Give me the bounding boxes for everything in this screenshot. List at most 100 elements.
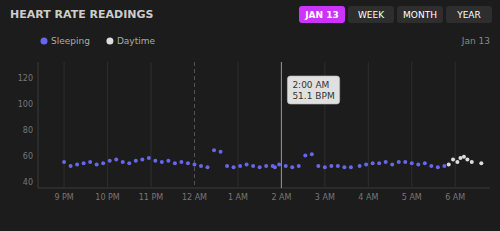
x-tick-label: 1 AM bbox=[228, 193, 248, 202]
grid-line bbox=[411, 62, 412, 188]
background bbox=[0, 0, 500, 231]
point bbox=[147, 156, 151, 160]
tab-label[interactable]: JAN 13 bbox=[304, 10, 339, 20]
point bbox=[62, 160, 66, 164]
point bbox=[465, 157, 469, 161]
legend-label: Sleeping bbox=[51, 36, 90, 46]
point bbox=[458, 156, 462, 160]
point bbox=[75, 163, 79, 167]
tab-label[interactable]: YEAR bbox=[456, 10, 481, 20]
crosshair-line bbox=[281, 62, 282, 188]
point bbox=[297, 164, 301, 168]
point bbox=[329, 164, 333, 168]
x-tick-label: 3 AM bbox=[315, 193, 335, 202]
point bbox=[114, 157, 118, 161]
point bbox=[192, 163, 196, 167]
midnight-line bbox=[194, 62, 195, 188]
point bbox=[186, 161, 190, 165]
point bbox=[166, 159, 170, 163]
point bbox=[423, 161, 427, 165]
point bbox=[310, 152, 314, 156]
point bbox=[290, 165, 294, 169]
tooltip-text: 51.1 BPM bbox=[292, 91, 334, 101]
point bbox=[390, 163, 394, 167]
grid-line bbox=[107, 62, 108, 188]
point bbox=[277, 163, 281, 167]
point bbox=[140, 157, 144, 161]
point bbox=[284, 164, 288, 168]
y-axis-line bbox=[38, 62, 39, 188]
point bbox=[121, 160, 125, 164]
chart: HEART RATE READINGS JAN 13 WEEK MONTH YEAR Sl… bbox=[0, 0, 500, 231]
point bbox=[436, 165, 440, 169]
point bbox=[258, 165, 262, 169]
legend-marker bbox=[41, 38, 48, 45]
point bbox=[212, 148, 216, 152]
grid-line bbox=[368, 62, 369, 188]
point bbox=[349, 165, 353, 169]
grid-line bbox=[237, 62, 238, 188]
point bbox=[225, 164, 229, 168]
x-tick-label: 4 AM bbox=[358, 193, 378, 202]
point bbox=[219, 150, 223, 154]
y-tick-label: 80 bbox=[23, 126, 33, 135]
point bbox=[206, 165, 210, 169]
point bbox=[397, 160, 401, 164]
point bbox=[447, 163, 451, 167]
point bbox=[316, 164, 320, 168]
point bbox=[179, 160, 183, 164]
x-tick-label: 6 AM bbox=[445, 193, 465, 202]
title: HEART RATE READINGS bbox=[10, 8, 153, 21]
tooltip-box bbox=[287, 76, 339, 104]
point bbox=[323, 165, 327, 169]
point bbox=[82, 161, 86, 165]
point bbox=[251, 164, 255, 168]
point bbox=[303, 154, 307, 158]
tab[interactable] bbox=[397, 6, 443, 23]
point bbox=[451, 157, 455, 161]
x-axis-line bbox=[38, 188, 490, 189]
point bbox=[371, 161, 375, 165]
plot-area bbox=[62, 62, 483, 188]
point bbox=[364, 163, 368, 167]
legend-marker bbox=[106, 38, 113, 45]
point bbox=[232, 165, 236, 169]
point bbox=[199, 164, 203, 168]
legend-label: Daytime bbox=[117, 36, 156, 46]
tab[interactable] bbox=[299, 6, 345, 23]
tab-label[interactable]: MONTH bbox=[403, 10, 437, 20]
point bbox=[384, 160, 388, 164]
x-tick-label: 9 PM bbox=[54, 193, 73, 202]
point bbox=[336, 164, 340, 168]
y-tick-label: 120 bbox=[18, 74, 33, 83]
point bbox=[160, 160, 164, 164]
point bbox=[462, 155, 466, 159]
point bbox=[377, 161, 381, 165]
tab[interactable] bbox=[348, 6, 394, 23]
point bbox=[108, 159, 112, 163]
point bbox=[429, 164, 433, 168]
point bbox=[403, 160, 407, 164]
x-tick-label: 11 PM bbox=[139, 193, 164, 202]
grid-line bbox=[64, 62, 65, 188]
tooltip-text: 2:00 AM bbox=[292, 80, 329, 90]
y-tick-label: 40 bbox=[23, 178, 33, 187]
point bbox=[127, 161, 131, 165]
grid-line bbox=[151, 62, 152, 188]
date-label: Jan 13 bbox=[461, 36, 490, 46]
point bbox=[238, 164, 242, 168]
tab-label[interactable]: WEEK bbox=[358, 10, 385, 20]
point bbox=[273, 165, 277, 169]
point bbox=[173, 161, 177, 165]
point bbox=[264, 164, 268, 168]
point bbox=[479, 161, 483, 165]
x-tick-label: 2 AM bbox=[271, 193, 291, 202]
tab[interactable] bbox=[446, 6, 492, 23]
point bbox=[245, 163, 249, 167]
y-tick-label: 60 bbox=[23, 152, 33, 161]
point bbox=[101, 161, 105, 165]
point bbox=[410, 161, 414, 165]
point bbox=[134, 159, 138, 163]
x-tick-label: 5 AM bbox=[402, 193, 422, 202]
grid-line bbox=[455, 62, 456, 188]
